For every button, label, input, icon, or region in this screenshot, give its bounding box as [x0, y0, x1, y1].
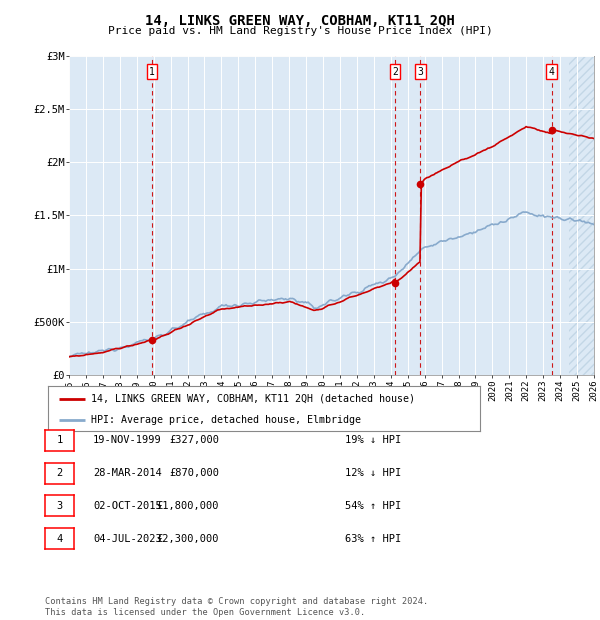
- Text: £1,800,000: £1,800,000: [157, 501, 219, 511]
- Text: 02-OCT-2015: 02-OCT-2015: [93, 501, 162, 511]
- Text: 54% ↑ HPI: 54% ↑ HPI: [345, 501, 401, 511]
- Text: Price paid vs. HM Land Registry's House Price Index (HPI): Price paid vs. HM Land Registry's House …: [107, 26, 493, 36]
- Text: 19% ↓ HPI: 19% ↓ HPI: [345, 435, 401, 445]
- Bar: [569, 56, 600, 375]
- Text: 28-MAR-2014: 28-MAR-2014: [93, 468, 162, 478]
- Text: 2: 2: [392, 67, 398, 77]
- Text: 12% ↓ HPI: 12% ↓ HPI: [345, 468, 401, 478]
- Text: 3: 3: [418, 67, 424, 77]
- Text: 3: 3: [56, 501, 62, 511]
- Text: 4: 4: [549, 67, 554, 77]
- Text: £327,000: £327,000: [169, 435, 219, 445]
- Text: £2,300,000: £2,300,000: [157, 534, 219, 544]
- Text: 14, LINKS GREEN WAY, COBHAM, KT11 2QH (detached house): 14, LINKS GREEN WAY, COBHAM, KT11 2QH (d…: [91, 394, 415, 404]
- Text: 14, LINKS GREEN WAY, COBHAM, KT11 2QH: 14, LINKS GREEN WAY, COBHAM, KT11 2QH: [145, 14, 455, 28]
- Text: 63% ↑ HPI: 63% ↑ HPI: [345, 534, 401, 544]
- Text: 1: 1: [149, 67, 155, 77]
- Text: HPI: Average price, detached house, Elmbridge: HPI: Average price, detached house, Elmb…: [91, 415, 361, 425]
- Text: 1: 1: [56, 435, 62, 445]
- Text: Contains HM Land Registry data © Crown copyright and database right 2024.
This d: Contains HM Land Registry data © Crown c…: [45, 598, 428, 617]
- Text: £870,000: £870,000: [169, 468, 219, 478]
- Text: 4: 4: [56, 534, 62, 544]
- Text: 19-NOV-1999: 19-NOV-1999: [93, 435, 162, 445]
- Bar: [569, 56, 600, 375]
- Text: 2: 2: [56, 468, 62, 478]
- Text: 04-JUL-2023: 04-JUL-2023: [93, 534, 162, 544]
